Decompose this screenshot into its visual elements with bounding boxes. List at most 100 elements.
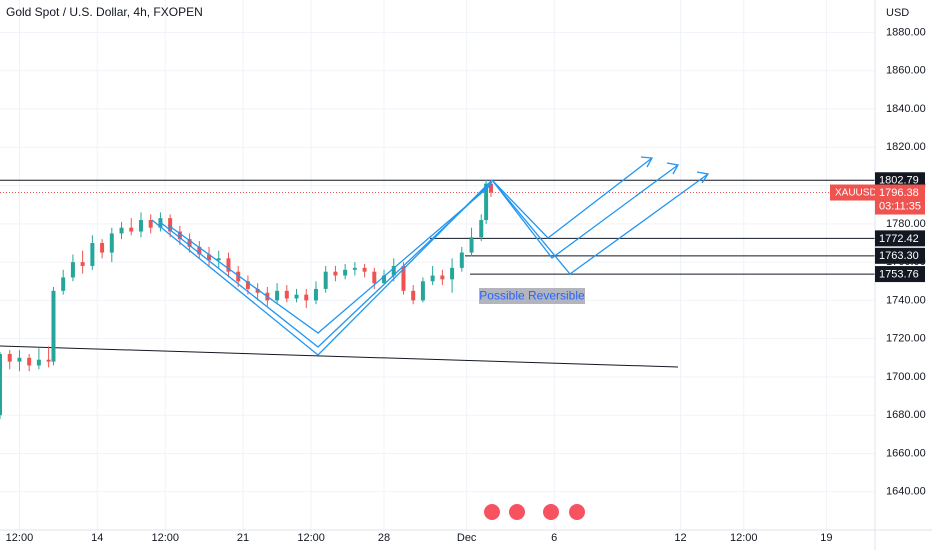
candle-body xyxy=(61,277,66,291)
candle-body xyxy=(450,267,455,280)
zigzag xyxy=(167,183,493,334)
axes: 1640.00 1660.00 1680.00 1700.00 1720.00 1740.… xyxy=(6,26,926,543)
candle-body xyxy=(100,242,105,253)
candle-body xyxy=(129,227,134,232)
candle-body xyxy=(382,275,387,284)
candle-body xyxy=(255,288,260,293)
x-tick-label: 28 xyxy=(378,532,390,544)
price-box xyxy=(875,230,925,247)
candle-body xyxy=(109,233,114,253)
candle-body xyxy=(484,183,489,221)
candle-body xyxy=(469,237,474,253)
price-lines xyxy=(0,179,875,275)
candle-body xyxy=(479,220,484,238)
candle-body xyxy=(352,267,357,270)
candle-body xyxy=(0,353,2,416)
grid xyxy=(0,0,875,530)
candle-body xyxy=(216,258,221,261)
candle-body xyxy=(401,265,406,291)
candle-body xyxy=(226,258,231,272)
price-label: 1763.30 xyxy=(879,250,919,262)
candle-body xyxy=(46,359,51,362)
symbol-box xyxy=(830,184,875,201)
countdown: 03:11:35 xyxy=(879,200,921,212)
trend-line xyxy=(0,345,679,368)
x-tick-label: 6 xyxy=(551,532,557,544)
event-icon[interactable] xyxy=(484,504,500,520)
candle-body xyxy=(391,265,396,276)
candle-body xyxy=(333,271,338,276)
event-icon[interactable] xyxy=(509,504,525,520)
event-icon[interactable] xyxy=(569,504,585,520)
price-label: 1802.79 xyxy=(879,175,919,187)
candle-body xyxy=(372,271,377,284)
chart-title: Gold Spot / U.S. Dollar, 4h, FXOPEN xyxy=(6,5,203,19)
candle-body xyxy=(119,227,124,234)
price-label: 1772.42 xyxy=(879,233,919,245)
event-icon[interactable] xyxy=(543,504,559,520)
candle-body xyxy=(440,275,445,280)
y-tick-label: 1820.00 xyxy=(886,141,926,153)
x-tick-label: 12 xyxy=(674,532,686,544)
candle-body xyxy=(90,242,95,266)
last-price-label: 1796.38 xyxy=(879,187,919,199)
candle-body xyxy=(313,288,318,301)
y-tick-label: 1680.00 xyxy=(886,409,926,421)
candle-body xyxy=(17,357,22,362)
last-price-box xyxy=(875,184,925,215)
candle-body xyxy=(362,267,367,272)
zigzag xyxy=(151,179,493,356)
candle-body xyxy=(207,254,212,261)
symbol-label: XAUUSD xyxy=(835,188,877,199)
candle-body xyxy=(430,275,435,282)
drawings xyxy=(151,156,710,356)
y-tick-label: 1720.00 xyxy=(886,333,926,345)
events xyxy=(484,504,585,520)
candle-body xyxy=(70,262,75,278)
x-tick-label: 12:00 xyxy=(297,532,325,544)
candle-body xyxy=(236,271,241,282)
candle-body xyxy=(187,239,192,247)
candle-body xyxy=(138,220,143,232)
projection xyxy=(491,164,679,259)
candle-body xyxy=(488,183,493,193)
y-tick-label: 1860.00 xyxy=(886,65,926,77)
x-tick-label: 19 xyxy=(820,532,832,544)
candle-body xyxy=(275,290,280,301)
projection xyxy=(491,157,653,239)
arrow-head xyxy=(640,156,654,168)
candle-body xyxy=(148,220,153,228)
x-tick-label: 12:00 xyxy=(6,532,34,544)
candle-body xyxy=(168,218,173,232)
x-tick-label: Dec xyxy=(457,532,477,544)
candle-body xyxy=(420,281,425,301)
candle-body xyxy=(343,269,348,276)
arrow-head xyxy=(696,171,710,184)
y-tick-label: 1640.00 xyxy=(886,486,926,498)
y-tick-label: 1840.00 xyxy=(886,103,926,115)
x-tick-label: 21 xyxy=(237,532,249,544)
annotation: Possible Reversible xyxy=(479,289,585,303)
price-label: 1753.76 xyxy=(879,268,919,280)
projection xyxy=(491,173,709,275)
y-tick-label: 1780.00 xyxy=(886,218,926,230)
zigzag xyxy=(159,181,493,348)
annotation-box xyxy=(479,288,585,304)
candle-body xyxy=(323,271,328,289)
y-tick-label: 1700.00 xyxy=(886,371,926,383)
y-tick-label: 1880.00 xyxy=(886,26,926,38)
candle-body xyxy=(284,290,289,299)
price-box xyxy=(875,172,925,189)
currency: USD xyxy=(886,7,909,19)
price-box xyxy=(875,247,925,264)
candle-body xyxy=(294,294,299,299)
candle-body xyxy=(51,290,56,362)
arrow-head xyxy=(666,162,680,175)
candle-body xyxy=(411,290,416,301)
candle-body xyxy=(80,262,85,266)
candle-body xyxy=(245,281,250,289)
x-tick-label: 12:00 xyxy=(152,532,180,544)
y-tick-label: 1740.00 xyxy=(886,294,926,306)
